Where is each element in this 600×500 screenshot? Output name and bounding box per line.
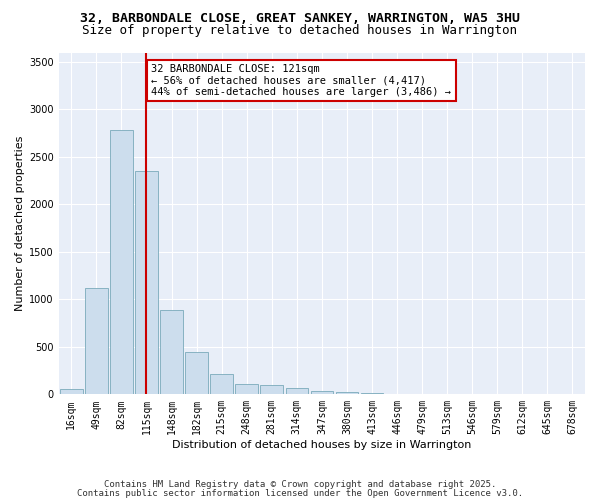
Bar [185,352,208,395]
Text: 32, BARBONDALE CLOSE, GREAT SANKEY, WARRINGTON, WA5 3HU: 32, BARBONDALE CLOSE, GREAT SANKEY, WARR… [80,12,520,26]
Bar [60,389,83,394]
Bar [260,386,283,394]
Bar [286,388,308,394]
Text: Size of property relative to detached houses in Warrington: Size of property relative to detached ho… [83,24,517,37]
Bar [160,310,183,394]
Y-axis label: Number of detached properties: Number of detached properties [15,136,25,311]
Bar [110,130,133,394]
Text: Contains public sector information licensed under the Open Government Licence v3: Contains public sector information licen… [77,488,523,498]
Bar [335,392,358,394]
Text: 32 BARBONDALE CLOSE: 121sqm
← 56% of detached houses are smaller (4,417)
44% of : 32 BARBONDALE CLOSE: 121sqm ← 56% of det… [151,64,451,97]
Text: Contains HM Land Registry data © Crown copyright and database right 2025.: Contains HM Land Registry data © Crown c… [104,480,496,489]
Bar [211,374,233,394]
Bar [85,288,107,395]
Bar [361,393,383,394]
Bar [135,171,158,394]
Bar [235,384,258,394]
X-axis label: Distribution of detached houses by size in Warrington: Distribution of detached houses by size … [172,440,472,450]
Bar [311,391,333,394]
